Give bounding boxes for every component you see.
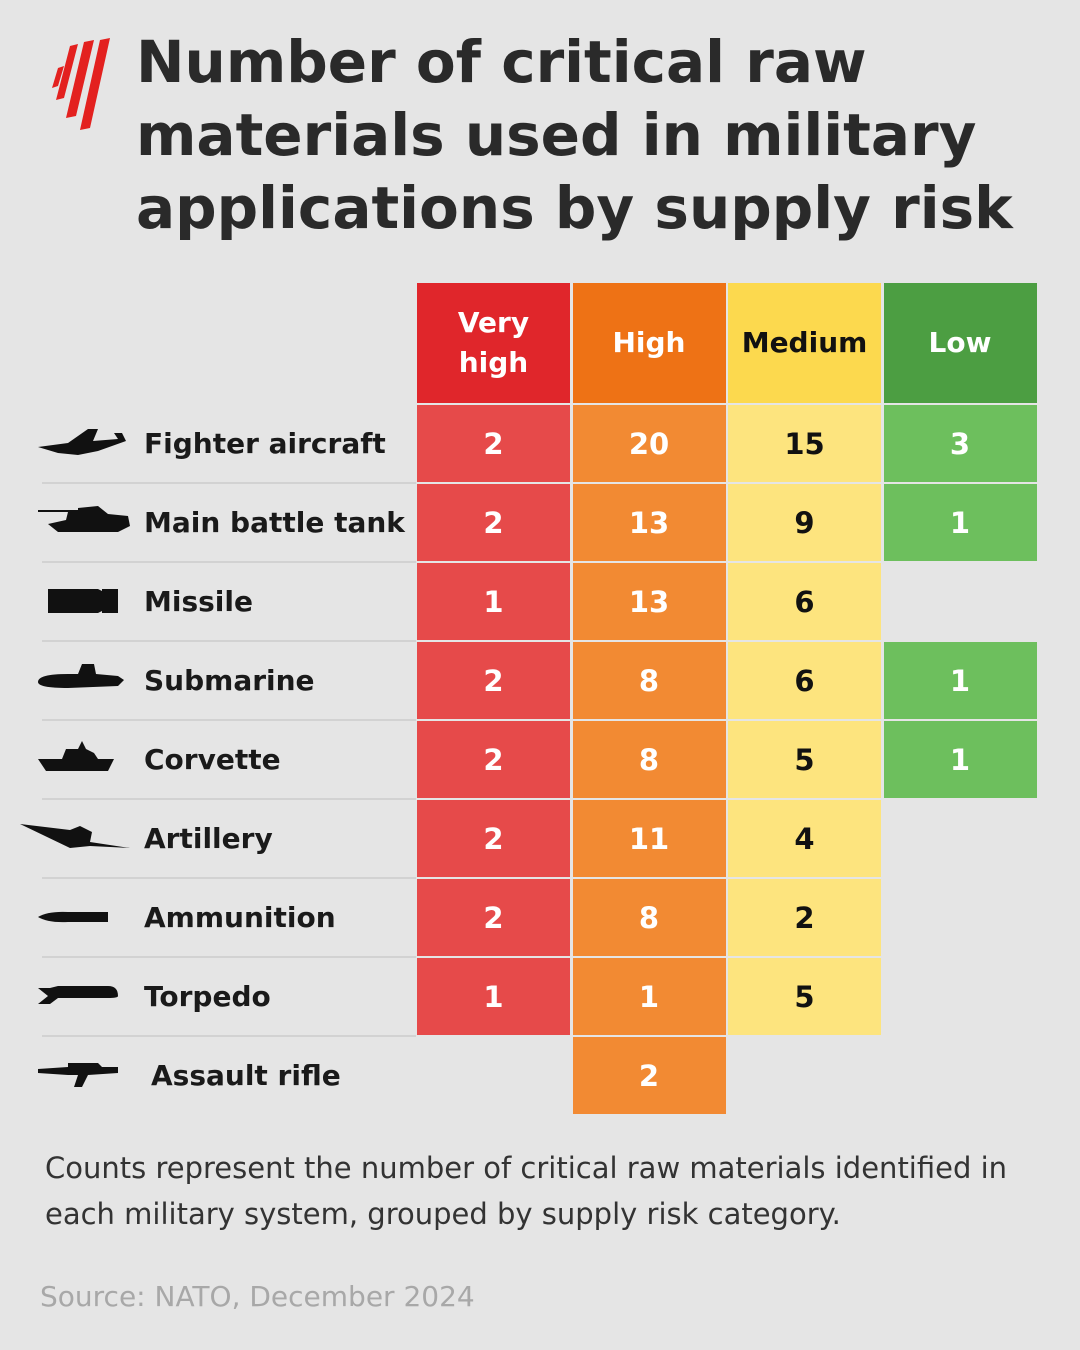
column-header: High <box>572 283 726 403</box>
row-divider <box>42 719 416 721</box>
icon-shape <box>38 911 108 923</box>
cell: 2 <box>417 642 570 719</box>
row-icon <box>20 824 130 848</box>
row-divider <box>42 561 416 563</box>
row-label: Artillery <box>144 822 273 855</box>
icon-shape <box>38 741 114 771</box>
cell: 5 <box>728 721 881 798</box>
row-icon <box>38 741 114 771</box>
row-icon <box>38 986 118 1004</box>
cell: 3 <box>883 405 1037 482</box>
cell: 1 <box>883 484 1037 561</box>
cell: 20 <box>572 405 726 482</box>
cell: 1 <box>883 721 1037 798</box>
icon-shape <box>38 506 130 532</box>
column-header: Very high <box>417 283 570 403</box>
cell: 2 <box>417 484 570 561</box>
cell: 8 <box>572 879 726 956</box>
row-icon <box>38 429 126 455</box>
cell: 15 <box>728 405 881 482</box>
row-label: Assault rifle <box>151 1059 341 1092</box>
row-label: Fighter aircraft <box>144 427 386 460</box>
column-header: Low <box>883 283 1037 403</box>
cell: 13 <box>572 484 726 561</box>
cell: 8 <box>572 642 726 719</box>
row-divider <box>42 640 416 642</box>
cell: 8 <box>572 721 726 798</box>
icon-shape <box>48 589 118 613</box>
table: Very high High Medium Low Fighter aircraft 2 2… <box>20 283 1037 1114</box>
cell: 2 <box>728 879 881 956</box>
row-icon <box>38 911 108 923</box>
source: Source: NATO, December 2024 <box>40 1280 475 1313</box>
cell: 11 <box>572 800 726 877</box>
row-icon <box>38 1063 118 1087</box>
row-divider <box>42 482 416 484</box>
row-label: Ammunition <box>144 901 336 934</box>
cell: 5 <box>728 958 881 1035</box>
logo <box>52 38 110 130</box>
cell: 6 <box>728 563 881 640</box>
cell: 2 <box>417 721 570 798</box>
cell: 1 <box>572 958 726 1035</box>
cell: 2 <box>417 800 570 877</box>
title: Number of critical raw materials used in… <box>136 28 1013 242</box>
cell: 2 <box>572 1037 726 1114</box>
cell: 4 <box>728 800 881 877</box>
row-icon <box>38 664 124 688</box>
row-label: Submarine <box>144 664 315 697</box>
icon-shape <box>38 429 126 455</box>
row-divider <box>42 1035 416 1037</box>
icon-shape <box>38 986 118 1004</box>
cell: 1 <box>417 958 570 1035</box>
icon-shape <box>20 824 130 848</box>
row-label: Torpedo <box>144 980 271 1013</box>
row-icon <box>38 506 130 532</box>
row-divider <box>42 877 416 879</box>
note: Counts represent the number of critical … <box>45 1151 1008 1231</box>
cell: 9 <box>728 484 881 561</box>
row-label: Main battle tank <box>144 506 405 539</box>
cell: 1 <box>883 642 1037 719</box>
icon-shape <box>38 664 124 688</box>
cell: 2 <box>417 879 570 956</box>
row-divider <box>42 798 416 800</box>
row-icon <box>48 589 118 613</box>
cell: 6 <box>728 642 881 719</box>
row-divider <box>42 956 416 958</box>
cell: 13 <box>572 563 726 640</box>
row-label: Corvette <box>144 743 281 776</box>
row-label: Missile <box>144 585 253 618</box>
icon-shape <box>38 1063 118 1087</box>
column-header: Medium <box>728 283 881 403</box>
cell: 2 <box>417 405 570 482</box>
cell: 1 <box>417 563 570 640</box>
